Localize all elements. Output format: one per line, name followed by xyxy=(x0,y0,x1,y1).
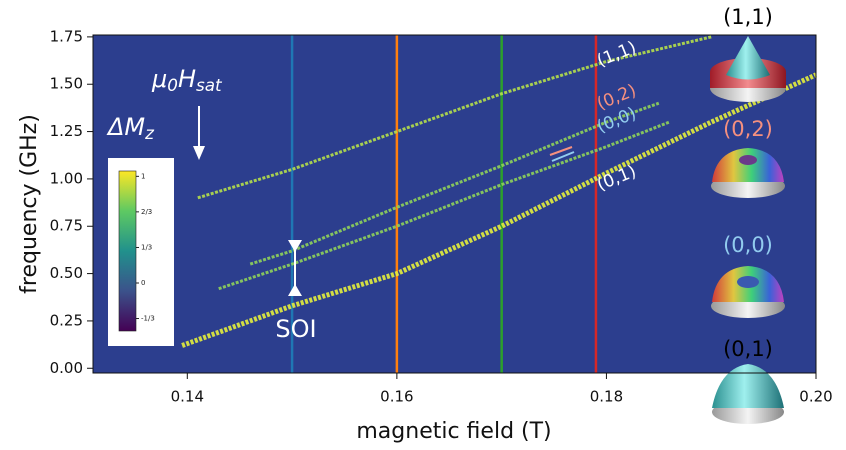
saturation-label-part: sat xyxy=(196,75,223,95)
icon-label: (1,1) xyxy=(723,5,773,29)
icon-02 xyxy=(711,148,785,198)
plot-background xyxy=(93,35,816,373)
plot-frame xyxy=(92,34,817,374)
mode-trace xyxy=(249,101,660,266)
colorbar-title-part: ΔM xyxy=(106,113,145,141)
arrow-blue xyxy=(551,151,575,162)
soi-label: SOI xyxy=(275,315,316,343)
sat-arrowhead xyxy=(193,146,205,160)
x-tick-label: 0.16 xyxy=(380,388,413,406)
saturation-label-part: μ xyxy=(151,65,167,93)
x-tick-label: 0.14 xyxy=(171,388,204,406)
icon-label: (0,2) xyxy=(723,117,773,141)
x-axis-label: magnetic field (T) xyxy=(356,419,551,444)
icon-00 xyxy=(711,266,785,318)
colorbar-tick-label: 2/3 xyxy=(141,208,152,216)
colorbar-tick-label: 0 xyxy=(141,279,145,287)
y-axis-label: frequency (GHz) xyxy=(17,114,42,294)
y-tick-label: 0.75 xyxy=(50,217,83,235)
y-tick-label: 0.25 xyxy=(50,311,83,329)
y-tick-label: 1.25 xyxy=(50,122,83,140)
colorbar xyxy=(118,170,137,332)
mode-trace xyxy=(218,120,670,291)
saturation-label: μ0Hsat xyxy=(151,65,223,95)
icon-01 xyxy=(712,364,784,424)
colorbar-tick-label: 1 xyxy=(141,172,145,180)
colorbar-tick-label: -1/3 xyxy=(141,315,155,323)
icon-label: (0,0) xyxy=(723,233,773,257)
arrow-red xyxy=(549,146,573,156)
y-tick-label: 1.50 xyxy=(50,75,83,93)
mode-trace xyxy=(197,35,712,200)
saturation-label-part: H xyxy=(178,65,196,93)
y-tick-label: 0.50 xyxy=(50,264,83,282)
x-tick-label: 0.18 xyxy=(590,388,623,406)
colorbar-title-part: z xyxy=(144,123,155,143)
soi-arrowheads xyxy=(288,240,302,296)
icon-label: (0,1) xyxy=(723,337,773,361)
y-tick-label: 0.00 xyxy=(50,359,83,377)
saturation-label-part: 0 xyxy=(167,75,178,95)
y-tick-label: 1.75 xyxy=(50,27,83,45)
x-tick-label: 0.20 xyxy=(799,388,832,406)
y-tick-label: 1.00 xyxy=(50,169,83,187)
colorbar-tick-label: 1/3 xyxy=(141,243,152,251)
colorbar-title: ΔMz xyxy=(106,113,155,143)
icon-11 xyxy=(710,36,786,102)
